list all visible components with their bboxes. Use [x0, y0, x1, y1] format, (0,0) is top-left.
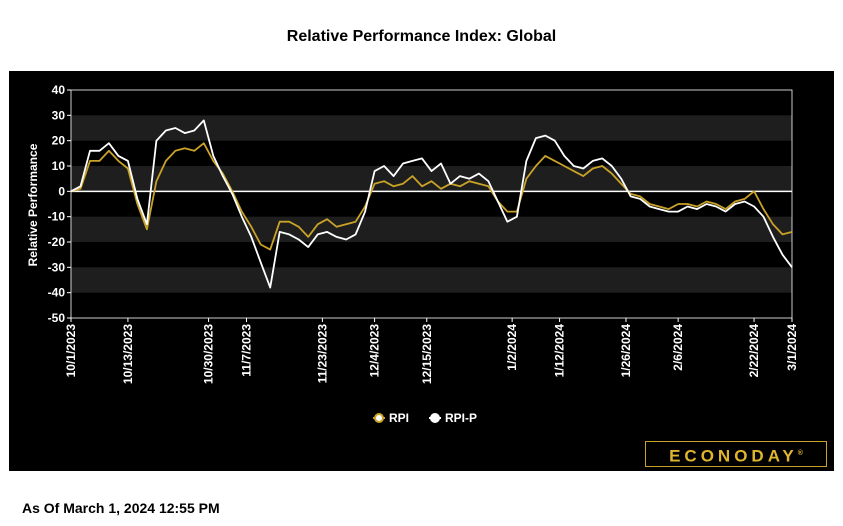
x-tick-label: 12/15/2023	[420, 324, 434, 384]
grid-band	[71, 115, 792, 141]
x-tick-label: 1/12/2024	[553, 324, 567, 378]
chart-panel: 40 30 20 10 0 -10 -20 -30 -40 -50 10/1/2023 10/13/…	[9, 71, 834, 471]
legend-label: RPI	[389, 411, 409, 425]
grid-band	[71, 216, 792, 242]
series-line-rpi-p	[70, 119, 793, 289]
series-line-rpi	[70, 142, 793, 251]
brand-text: ECONODAY	[669, 446, 798, 466]
y-tick-label: 40	[52, 83, 66, 97]
grid-band	[71, 267, 792, 293]
y-tick-label: -10	[48, 210, 66, 224]
y-tick-label: 20	[52, 134, 66, 148]
y-tick-label: -40	[48, 286, 66, 300]
x-tick-label: 10/30/2023	[202, 324, 216, 384]
x-tick-label: 10/1/2023	[64, 324, 78, 378]
legend-marker	[430, 413, 440, 423]
as-of-timestamp: As Of March 1, 2024 12:55 PM	[22, 500, 220, 516]
line-chart: 40 30 20 10 0 -10 -20 -30 -40 -50 10/1/2023 10/13/…	[26, 83, 799, 425]
x-tick-label: 12/4/2023	[368, 324, 382, 378]
x-tick-label: 3/1/2024	[785, 324, 799, 371]
y-tick-label: 30	[52, 108, 66, 122]
legend-marker	[374, 413, 384, 423]
legend-label: RPI-P	[445, 411, 477, 425]
x-tick-label: 10/13/2023	[121, 324, 135, 384]
econoday-logo: ECONODAY®	[645, 441, 827, 467]
x-tick-label: 2/22/2024	[747, 324, 761, 378]
x-tick-label: 11/23/2023	[315, 324, 329, 384]
y-axis-label: Relative Performance	[26, 143, 40, 266]
x-tick-label: 11/7/2023	[240, 324, 254, 377]
plot-border	[70, 89, 793, 319]
y-tick-label: 0	[58, 184, 65, 198]
y-tick-label: -30	[48, 260, 66, 274]
y-tick-label: -50	[48, 311, 66, 325]
registered-mark: ®	[797, 450, 803, 457]
x-tick-label: 1/26/2024	[619, 324, 633, 378]
x-tick-label: 1/2/2024	[505, 324, 519, 371]
x-tick-label: 2/6/2024	[671, 324, 685, 371]
chart-title: Relative Performance Index: Global	[286, 28, 557, 45]
y-tick-label: 10	[52, 159, 66, 173]
y-tick-label: -20	[48, 235, 66, 249]
